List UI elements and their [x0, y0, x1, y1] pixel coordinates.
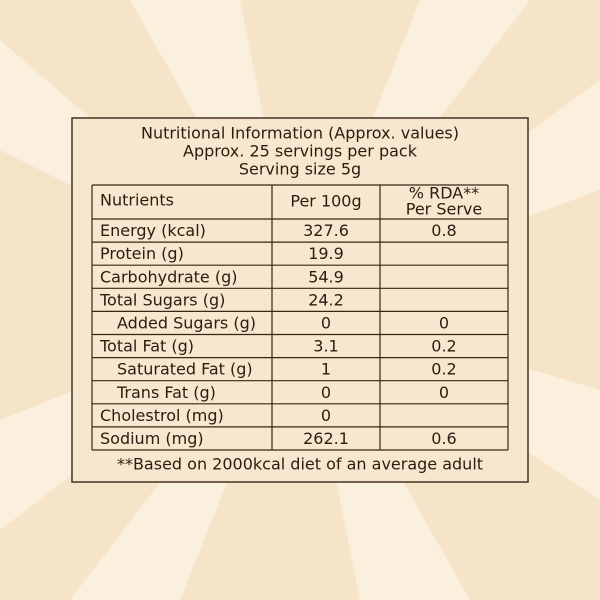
per-100g-value: 3.1 — [313, 337, 338, 356]
per-100g-value: 19.9 — [308, 244, 344, 263]
nutrient-name: Total Fat (g) — [99, 337, 194, 356]
nutrient-name: Cholestrol (mg) — [100, 406, 224, 425]
nutrient-name: Trans Fat (g) — [116, 383, 216, 402]
rda-value: 0 — [439, 313, 449, 332]
outer-border — [71, 117, 529, 483]
column-header: % RDA** — [409, 184, 479, 203]
nutrient-name: Total Sugars (g) — [99, 290, 225, 309]
nutrient-name: Energy (kcal) — [100, 221, 206, 240]
per-100g-value: 0 — [321, 406, 331, 425]
per-100g-value: 327.6 — [303, 221, 349, 240]
per-100g-value: 24.2 — [308, 290, 344, 309]
column-header: Per 100g — [290, 192, 361, 211]
per-100g-value: 262.1 — [303, 429, 349, 448]
column-header: Nutrients — [100, 191, 174, 210]
header-line: Serving size 5g — [239, 160, 361, 179]
rda-value: 0.2 — [431, 360, 456, 379]
column-header: Per Serve — [406, 200, 482, 219]
header-line: Approx. 25 servings per pack — [183, 142, 418, 161]
rda-value: 0.8 — [431, 221, 456, 240]
nutrient-name: Carbohydrate (g) — [100, 267, 238, 286]
per-100g-value: 1 — [321, 360, 331, 379]
per-100g-value: 0 — [321, 383, 331, 402]
rda-value: 0.6 — [431, 429, 456, 448]
per-100g-value: 0 — [321, 313, 331, 332]
nutrient-name: Saturated Fat (g) — [117, 360, 253, 379]
nutrient-name: Sodium (mg) — [100, 429, 204, 448]
nutrient-name: Added Sugars (g) — [117, 313, 256, 332]
nutrient-name: Protein (g) — [100, 244, 184, 263]
rda-value: 0.2 — [431, 337, 456, 356]
header-line: Nutritional Information (Approx. values) — [141, 124, 459, 143]
per-100g-value: 54.9 — [308, 267, 344, 286]
footnote: **Based on 2000kcal diet of an average a… — [117, 455, 483, 474]
rda-value: 0 — [439, 383, 449, 402]
